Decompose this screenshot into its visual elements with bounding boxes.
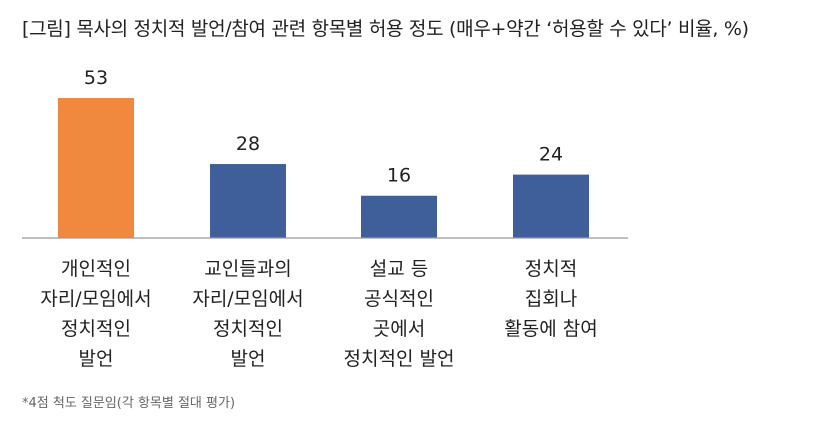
category-label-3-line-1: 설교 등: [370, 258, 428, 280]
category-label-1-line-4: 발언: [79, 348, 114, 370]
category-label-2-line-4: 발언: [231, 348, 266, 370]
bar-2: [210, 164, 286, 238]
bar-4: [513, 174, 589, 238]
category-label-2-line-3: 정치적인: [213, 318, 283, 340]
bar-1: [58, 98, 134, 238]
category-label-2-line-1: 교인들과의: [204, 258, 291, 280]
category-label-3-line-4: 정치적인 발언: [344, 348, 455, 370]
data-label-2: 28: [236, 133, 260, 155]
category-label-1-line-2: 자리/모임에서: [40, 288, 151, 310]
data-label-3: 16: [387, 165, 411, 187]
category-label-1-line-3: 정치적인: [61, 318, 131, 340]
category-label-2-line-2: 자리/모임에서: [192, 288, 303, 310]
category-label-3-line-3: 곳에서: [373, 318, 425, 340]
category-label-1-line-1: 개인적인: [61, 258, 131, 280]
category-label-3-line-2: 공식적인: [364, 288, 434, 310]
bar-3: [361, 195, 437, 238]
bars-group: [58, 98, 589, 238]
data-label-1: 53: [84, 67, 108, 89]
category-label-4-line-3: 활동에 참여: [504, 318, 597, 340]
chart-title: [그림] 목사의 정치적 발언/참여 관련 항목별 허용 정도 (매우+약간 ‘…: [22, 18, 749, 40]
data-label-4: 24: [539, 144, 563, 166]
category-label-4-line-2: 집회나: [525, 288, 577, 310]
footnote: *4점 척도 질문임(각 항목별 절대 평가): [22, 396, 236, 411]
category-label-4-line-1: 정치적: [525, 258, 577, 280]
